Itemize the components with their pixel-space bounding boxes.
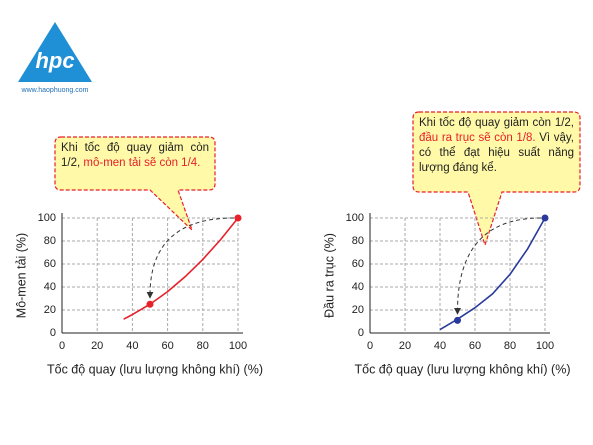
logo: hpc www.haophuong.com bbox=[18, 22, 92, 94]
y-tick-label: 20 bbox=[352, 304, 364, 316]
callout-shape bbox=[54, 136, 216, 231]
x-tick-label: 0 bbox=[59, 340, 65, 352]
callout-shape bbox=[412, 111, 581, 247]
x-tick-label: 100 bbox=[536, 340, 554, 352]
point-marker bbox=[146, 300, 154, 308]
y-tick-label: 80 bbox=[44, 235, 56, 247]
arrow bbox=[146, 217, 235, 299]
arrow bbox=[454, 217, 542, 315]
callout-text: Khi tốc độ quay giảm còn 1/2, bbox=[419, 117, 574, 129]
y-tick-label: 80 bbox=[352, 235, 364, 247]
y-tick-label: 0 bbox=[358, 327, 364, 339]
y-tick-label: 60 bbox=[44, 258, 56, 270]
callout-extra: Vì vậy, có thể đạt hiệu suất năng lượng … bbox=[419, 132, 574, 174]
callout: Khi tốc độ quay giảm còn 1/2, đầu ra trụ… bbox=[419, 116, 574, 176]
x-axis-label: Tốc độ quay (lưu lượng không khí) (%) bbox=[47, 362, 263, 376]
x-tick-label: 60 bbox=[469, 340, 481, 352]
x-tick-label: 100 bbox=[229, 340, 247, 352]
x-tick-label: 60 bbox=[161, 340, 173, 352]
point-marker bbox=[454, 316, 461, 324]
series-line bbox=[439, 217, 546, 331]
x-tick-label: 40 bbox=[126, 340, 138, 352]
x-tick-label: 40 bbox=[434, 340, 446, 352]
point-marker bbox=[234, 214, 242, 222]
x-tick-label: 20 bbox=[399, 340, 411, 352]
callout-highlight: đầu ra trục sẽ còn 1/8. bbox=[419, 132, 536, 144]
callout-text: Khi tốc độ quay giảm còn 1/2, bbox=[61, 142, 209, 169]
y-tick-label: 40 bbox=[352, 281, 364, 293]
callout-highlight: mô-men tải sẽ còn 1/4. bbox=[83, 157, 201, 169]
logo-text: hpc bbox=[35, 48, 74, 73]
y-tick-label: 0 bbox=[50, 327, 56, 339]
y-tick-label: 100 bbox=[346, 212, 364, 224]
logo-url: www.haophuong.com bbox=[21, 87, 89, 94]
x-tick-label: 20 bbox=[91, 340, 103, 352]
y-tick-label: 60 bbox=[352, 258, 364, 270]
x-axis-label: Tốc độ quay (lưu lượng không khí) (%) bbox=[355, 362, 571, 376]
y-axis-label: Đầu ra trục (%) bbox=[322, 233, 336, 318]
x-tick-label: 0 bbox=[367, 340, 373, 352]
callout: Khi tốc độ quay giảm còn 1/2, mô-men tải… bbox=[61, 141, 209, 171]
y-axis-label: Mô-men tải (%) bbox=[14, 233, 28, 318]
series-line bbox=[123, 217, 239, 320]
x-tick-label: 80 bbox=[197, 340, 209, 352]
logo-triangle bbox=[18, 22, 92, 82]
x-tick-label: 80 bbox=[504, 340, 516, 352]
y-tick-label: 100 bbox=[38, 212, 56, 224]
point-marker bbox=[541, 214, 549, 222]
y-tick-label: 20 bbox=[44, 304, 56, 316]
y-tick-label: 40 bbox=[44, 281, 56, 293]
